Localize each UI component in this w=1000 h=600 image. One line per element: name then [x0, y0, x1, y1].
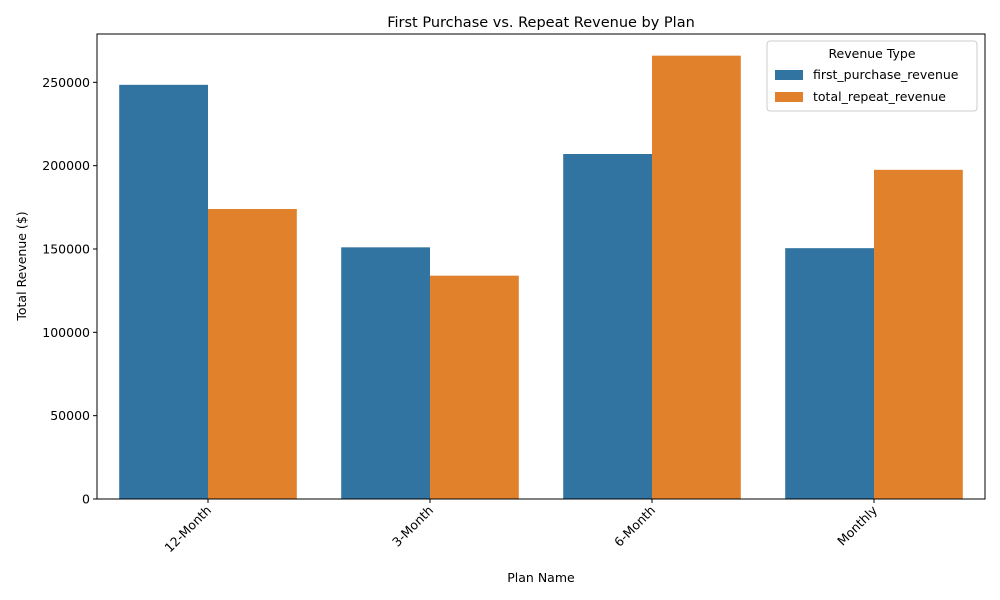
y-tick-label-2: 100000 [42, 325, 90, 340]
plot-frame [96, 33, 986, 500]
y-tick-label-1: 50000 [50, 408, 90, 423]
legend: Revenue Type first_purchase_revenuetotal… [766, 40, 978, 112]
y-axis: 0 50000 100000 150000 200000 250000 [42, 75, 97, 507]
y-tick-label-5: 250000 [42, 75, 90, 90]
chart-title: First Purchase vs. Repeat Revenue by Pla… [387, 15, 695, 31]
x-axis-label: Plan Name [507, 570, 575, 585]
x-tick-label-0: 12-Month [161, 503, 214, 556]
x-tick-label-2: 6-Month [611, 503, 658, 550]
legend-swatch-first-purchase-revenue [775, 70, 803, 80]
bar-total-repeat-revenue-2 [652, 55, 741, 500]
legend-items: first_purchase_revenue total_repeat_reven… [775, 67, 959, 104]
x-axis: 12-Month 3-Month 6-Month Monthly [161, 499, 881, 556]
x-tick-label-3: Monthly [834, 502, 880, 548]
bar-total-repeat-revenue-1 [430, 275, 519, 499]
legend-box [766, 40, 978, 112]
y-tick-label-0: 0 [82, 492, 90, 507]
bar-first-purchase-revenue-2 [563, 154, 652, 499]
x-tick-label-1: 3-Month [389, 503, 436, 550]
bar-total-repeat-revenue-3 [874, 169, 963, 499]
bar-total-repeat-revenue-0 [208, 209, 297, 499]
y-axis-label: Total Revenue ($) [14, 211, 29, 321]
bar-first-purchase-revenue-0 [119, 84, 208, 499]
bars-layer [119, 55, 963, 500]
legend-title: Revenue Type [828, 46, 915, 61]
bar-first-purchase-revenue-1 [341, 247, 430, 499]
y-tick-label-4: 200000 [42, 158, 90, 173]
bar-first-purchase-revenue-3 [785, 248, 874, 499]
legend-swatch-total-repeat-revenue [775, 92, 803, 102]
legend-label-first-purchase-revenue: first_purchase_revenue [813, 67, 959, 82]
y-tick-label-3: 150000 [42, 242, 90, 257]
legend-label-total-repeat-revenue: total_repeat_revenue [813, 89, 946, 104]
